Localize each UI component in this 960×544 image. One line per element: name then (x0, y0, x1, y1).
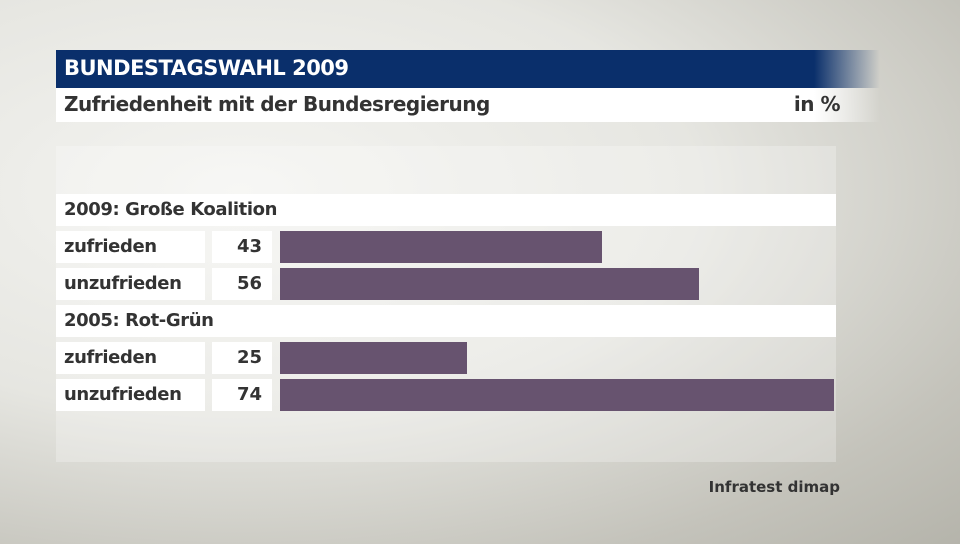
bar (280, 379, 834, 411)
group-header: 2009: Große Koalition (56, 194, 836, 226)
data-label: 74 (212, 379, 272, 411)
data-label: 25 (212, 342, 272, 374)
data-label: 43 (212, 231, 272, 263)
chart-title: BUNDESTAGSWAHL 2009 (64, 56, 349, 80)
chart-subtitle: Zufriedenheit mit der Bundesregierung (64, 92, 490, 116)
category-label: unzufrieden (56, 268, 205, 300)
data-label: 56 (212, 268, 272, 300)
bar (280, 268, 700, 300)
category-label: zufrieden (56, 231, 205, 263)
category-label: unzufrieden (56, 379, 205, 411)
bar (280, 231, 602, 263)
category-label: zufrieden (56, 342, 205, 374)
group-header: 2005: Rot-Grün (56, 305, 836, 337)
subtitle-bar: Zufriedenheit mit der Bundesregierung in … (56, 88, 880, 122)
source-label: Infratest dimap (708, 478, 840, 496)
unit-label: in % (793, 92, 841, 116)
title-bar: BUNDESTAGSWAHL 2009 (56, 50, 880, 88)
bar (280, 342, 468, 374)
